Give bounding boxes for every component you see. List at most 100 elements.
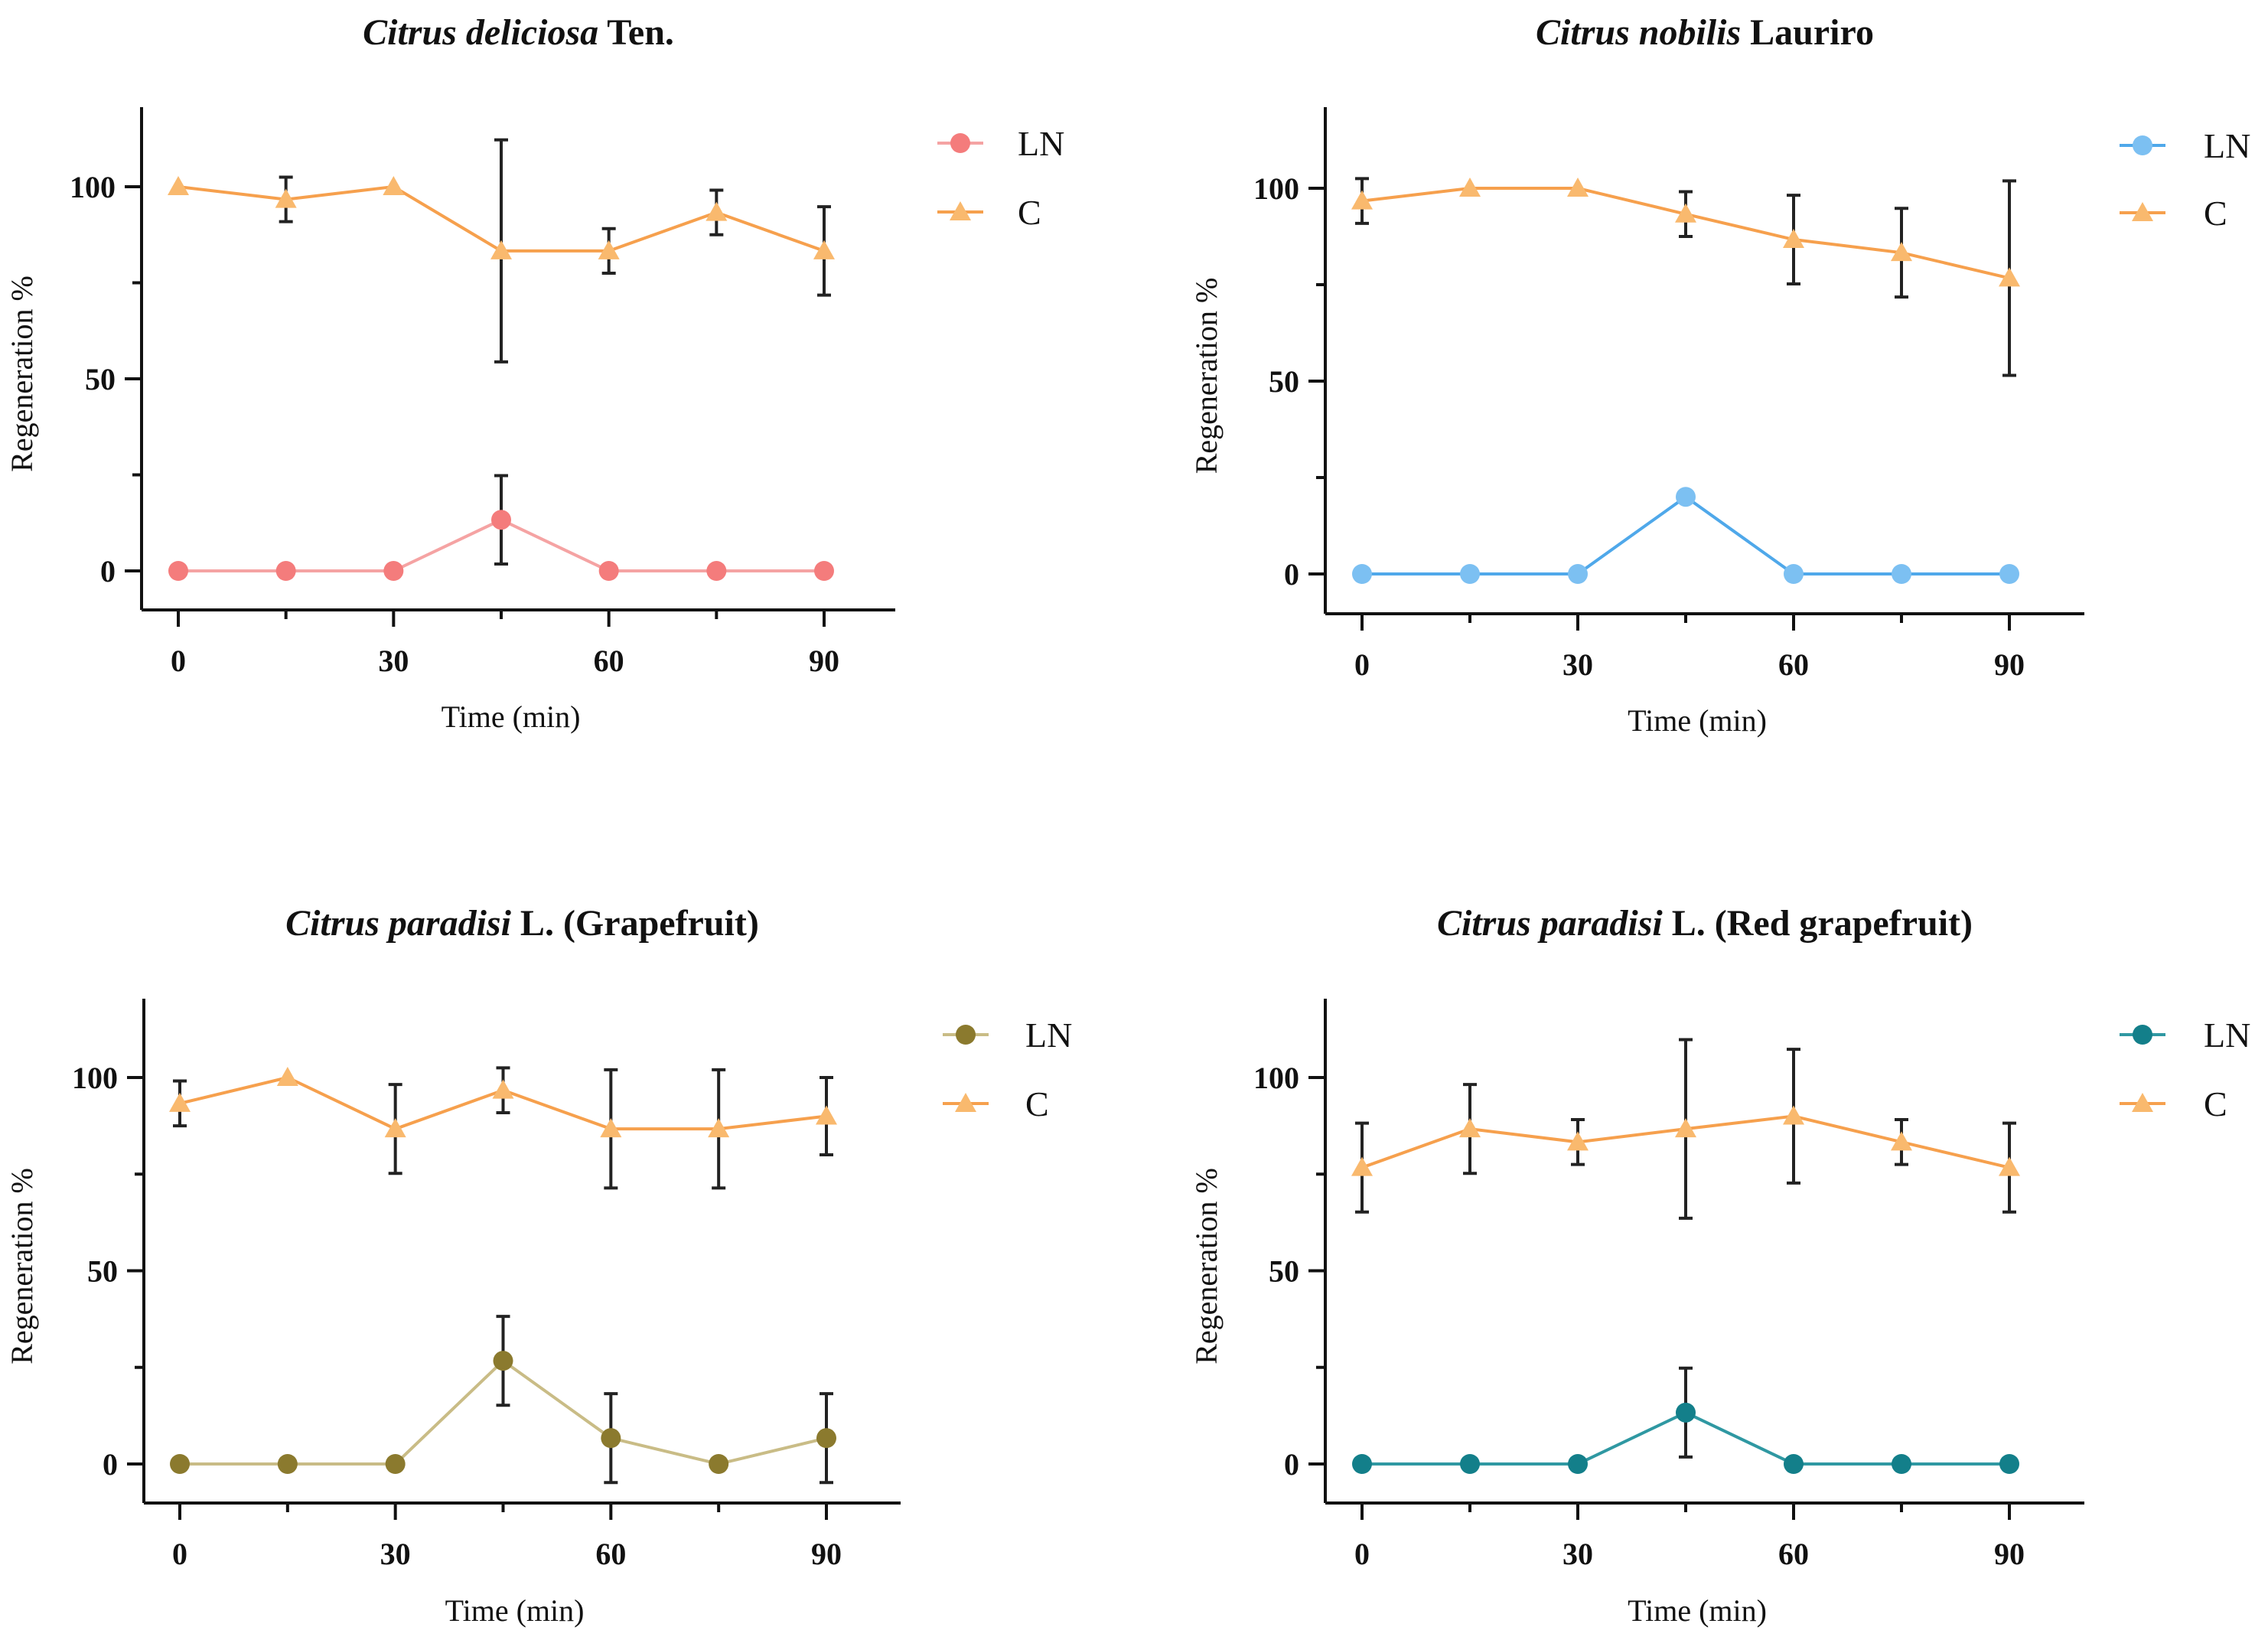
x-axis-label: Time (min): [1628, 1593, 1767, 1628]
x-tick-label: 0: [1354, 1537, 1370, 1571]
y-tick-label: 100: [70, 170, 116, 204]
series-ln: [168, 474, 834, 581]
chart-panel-2: Citrus nobilis Lauriro 0 50 100 0 30 60 90 Time …: [1189, 12, 2250, 738]
x-axis-label: Time (min): [442, 699, 581, 734]
y-tick-label: 100: [72, 1061, 118, 1095]
chart-title-species: Citrus paradisi: [285, 903, 511, 944]
series-ln: [1352, 1366, 2019, 1474]
data-point: [1351, 1156, 1373, 1176]
legend-item-ln: LN: [943, 1016, 1072, 1055]
data-point: [1783, 229, 1804, 249]
y-tick-label: 0: [1284, 557, 1299, 592]
legend-label: LN: [1018, 124, 1064, 163]
x-tick-label: 90: [811, 1537, 842, 1571]
data-point: [1999, 267, 2020, 287]
y-tick-label: 50: [87, 1254, 118, 1289]
x-axis-label: Time (min): [1628, 703, 1767, 738]
data-point: [1784, 564, 1804, 584]
legend-label: C: [2204, 194, 2227, 233]
series-ln: [170, 1315, 836, 1485]
x-tick-label: 0: [171, 644, 186, 678]
data-point: [1784, 1454, 1804, 1474]
data-point: [168, 176, 189, 195]
chart-panel-4: Citrus paradisi L. (Red grapefruit) 0 50 10…: [1189, 903, 2250, 1628]
series-ln: [1352, 487, 2019, 584]
data-point: [169, 1092, 191, 1112]
y-tick-label: 50: [85, 362, 116, 396]
chart-title-suffix: L. (Red grapefruit): [1663, 903, 1973, 944]
legend-item-ln: LN: [2120, 126, 2250, 165]
x-tick-label: 30: [1563, 1537, 1593, 1571]
x-tick-label: 30: [378, 644, 409, 678]
legend-label: C: [1018, 193, 1041, 232]
x-tick-label: 60: [1778, 1537, 1809, 1571]
series-c: [1351, 1038, 2020, 1220]
y-axis-label: Regeneration %: [1189, 278, 1224, 474]
data-point: [1783, 1105, 1804, 1125]
series-c: [1351, 177, 2020, 377]
data-point: [493, 1351, 513, 1371]
data-point: [1568, 1454, 1588, 1474]
data-point: [1999, 564, 2019, 584]
data-point: [1352, 1454, 1372, 1474]
data-point: [1676, 487, 1696, 507]
data-point: [1351, 190, 1373, 210]
x-tick-label: 90: [809, 644, 839, 678]
legend-item-c: C: [2120, 1084, 2227, 1123]
data-point: [384, 1118, 406, 1138]
data-point: [1352, 564, 1372, 584]
x-tick-label: 30: [380, 1537, 411, 1571]
data-point: [383, 561, 404, 581]
data-point: [1999, 1454, 2019, 1474]
data-point: [709, 1454, 729, 1474]
data-point: [168, 561, 188, 581]
chart-title: Citrus paradisi L. (Red grapefruit): [1437, 903, 1973, 944]
data-point: [816, 1428, 836, 1449]
data-point: [276, 1067, 298, 1086]
data-point: [598, 561, 619, 581]
legend-marker: [950, 201, 971, 220]
legend-marker: [956, 1025, 976, 1045]
data-point: [385, 1454, 406, 1474]
series-c: [169, 1066, 837, 1190]
data-point: [706, 561, 727, 581]
y-tick-label: 50: [1269, 364, 1299, 399]
data-point: [275, 188, 297, 208]
legend-item-c: C: [937, 193, 1041, 232]
legend-item-ln: LN: [937, 124, 1064, 163]
data-point: [1675, 1118, 1696, 1138]
data-point: [1459, 1118, 1481, 1138]
data-point: [1675, 203, 1696, 223]
chart-title-species: Citrus paradisi: [1437, 903, 1663, 944]
legend-item-ln: LN: [2120, 1016, 2250, 1055]
data-point: [275, 561, 296, 581]
legend-marker: [950, 133, 970, 153]
y-tick-label: 100: [1253, 1061, 1299, 1095]
data-point: [492, 1079, 514, 1099]
x-tick-label: 90: [1994, 647, 2025, 682]
chart-title-species: Citrus deliciosa: [363, 12, 598, 53]
data-point: [491, 510, 511, 530]
x-tick-label: 60: [594, 644, 624, 678]
x-tick-label: 0: [1354, 647, 1370, 682]
data-point: [708, 1118, 730, 1138]
data-point: [1999, 1156, 2020, 1176]
y-tick-label: 0: [103, 1447, 118, 1482]
data-point: [1891, 1131, 1912, 1151]
legend-marker: [955, 1093, 976, 1112]
data-point: [1460, 564, 1480, 584]
data-point: [598, 240, 620, 259]
data-point: [277, 1454, 298, 1474]
data-point: [1892, 564, 1911, 584]
legend-label: C: [1025, 1084, 1049, 1123]
legend-label: LN: [1025, 1016, 1072, 1055]
data-point: [600, 1118, 622, 1138]
y-axis-label: Regeneration %: [5, 276, 39, 472]
chart-panel-3: Citrus paradisi L. (Grapefruit) 0 50 100 0 30…: [5, 903, 1072, 1628]
chart-title-suffix: Lauriro: [1741, 12, 1874, 53]
data-point: [1460, 1454, 1480, 1474]
data-point: [1568, 564, 1588, 584]
series-c: [168, 138, 835, 364]
data-point: [1567, 178, 1589, 197]
